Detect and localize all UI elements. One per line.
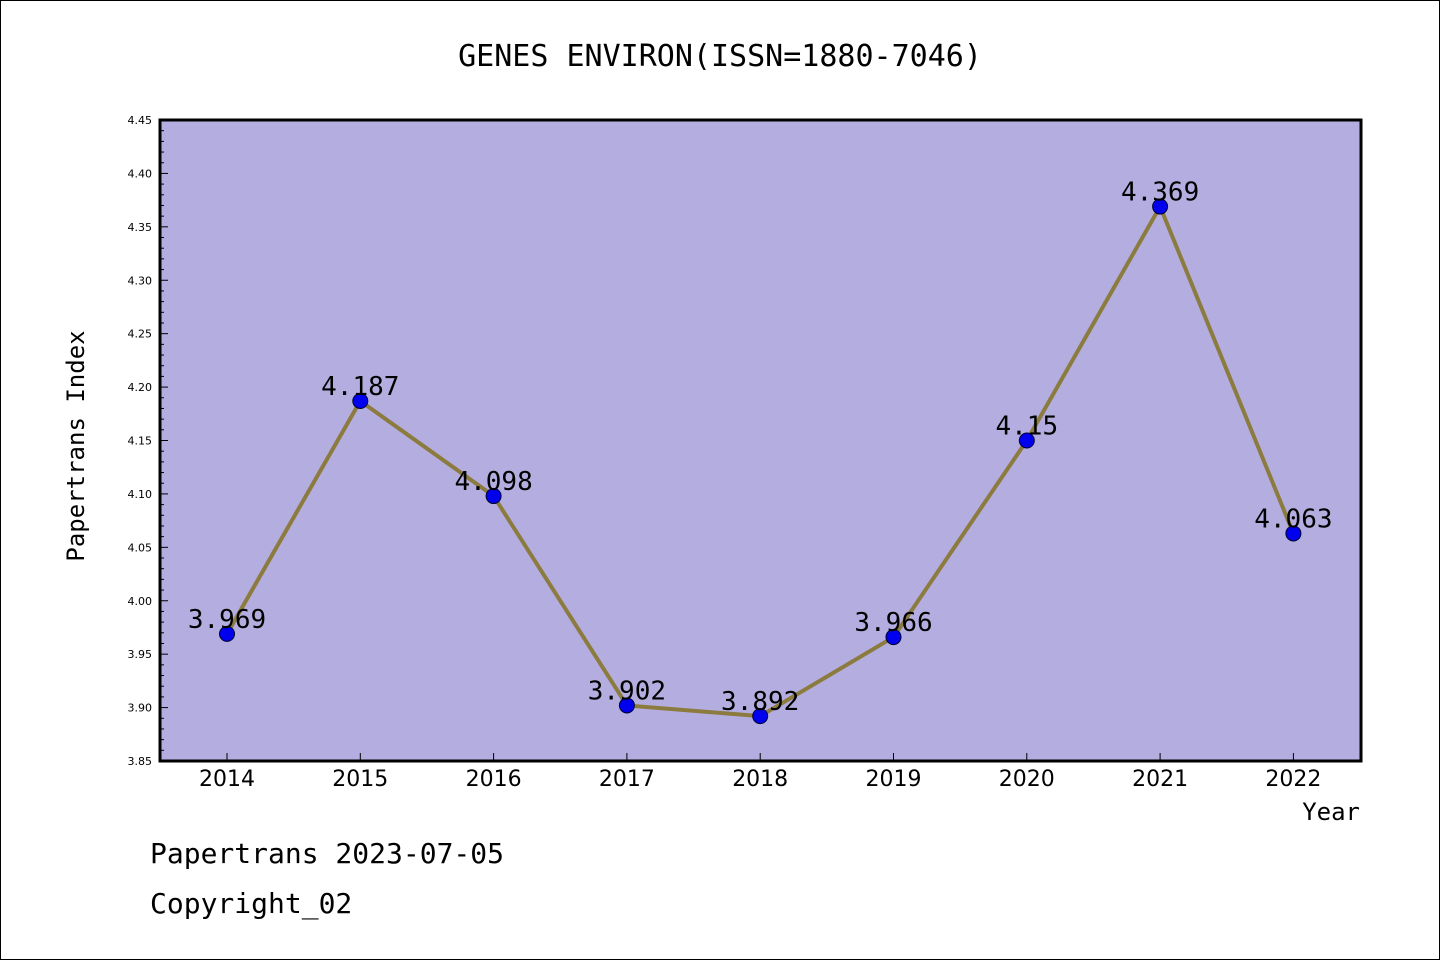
data-label: 3.902 — [588, 676, 666, 706]
data-label: 4.15 — [995, 412, 1058, 442]
y-tick-label: 3.85 — [128, 755, 153, 768]
data-label: 3.892 — [721, 687, 799, 717]
data-point — [1152, 198, 1169, 215]
data-point — [219, 625, 235, 642]
y-tick-label: 4.35 — [128, 221, 153, 234]
y-axis: 3.85 3.90 3.95 4.00 4.05 4.10 4.15 4.20 4.25 4.30… — [128, 114, 168, 768]
x-tick-label: 2015 — [332, 767, 388, 792]
data-series: 3.969 4.187 4.098 3.902 3.892 3.966 4.15 4.369 4… — [188, 178, 1333, 725]
y-tick-label: 4.10 — [128, 488, 153, 501]
data-label: 4.187 — [321, 372, 399, 402]
data-point — [485, 488, 502, 505]
y-tick-label: 4.25 — [128, 328, 153, 341]
footer-date: Papertrans 2023-07-05 — [150, 837, 504, 870]
data-point — [752, 708, 769, 725]
x-tick-label: 2021 — [1132, 767, 1188, 792]
data-label: 4.369 — [1121, 178, 1199, 208]
data-point — [618, 697, 635, 714]
y-tick-label: 4.45 — [128, 114, 153, 127]
x-tick-label: 2019 — [866, 767, 922, 792]
data-point — [1285, 525, 1302, 542]
y-tick-label: 4.30 — [128, 274, 153, 287]
x-tick-label: 2020 — [999, 767, 1055, 792]
y-axis-label: Papertrans Index — [62, 330, 90, 561]
y-tick-label: 4.40 — [128, 167, 153, 180]
y-tick-label: 4.00 — [128, 595, 153, 608]
data-label: 3.969 — [188, 605, 266, 635]
y-tick-label: 4.05 — [128, 541, 153, 554]
y-tick-label: 4.20 — [128, 381, 153, 394]
x-tick-label: 2018 — [732, 767, 788, 792]
x-tick-label: 2016 — [466, 767, 522, 792]
x-axis-label: Year — [1302, 798, 1360, 826]
footer-copyright: Copyright_02 — [150, 887, 352, 921]
data-label: 3.966 — [854, 608, 932, 638]
data-label: 4.063 — [1254, 504, 1332, 534]
data-point — [352, 392, 369, 409]
chart-title: GENES ENVIRON(ISSN=1880-7046) — [458, 39, 982, 74]
x-tick-label: 2022 — [1265, 767, 1321, 792]
plot-area — [158, 118, 1363, 763]
y-tick-label: 4.15 — [128, 435, 153, 448]
x-tick-label: 2014 — [199, 767, 255, 792]
y-tick-label: 3.95 — [128, 648, 153, 661]
data-point — [1018, 432, 1035, 449]
data-label: 4.098 — [454, 467, 532, 497]
y-tick-label: 3.90 — [128, 702, 153, 715]
x-axis: 2014 2015 2016 2017 2018 2019 2020 2021 2022 — [199, 753, 1321, 792]
x-tick-label: 2017 — [599, 767, 655, 792]
data-point — [885, 629, 902, 646]
